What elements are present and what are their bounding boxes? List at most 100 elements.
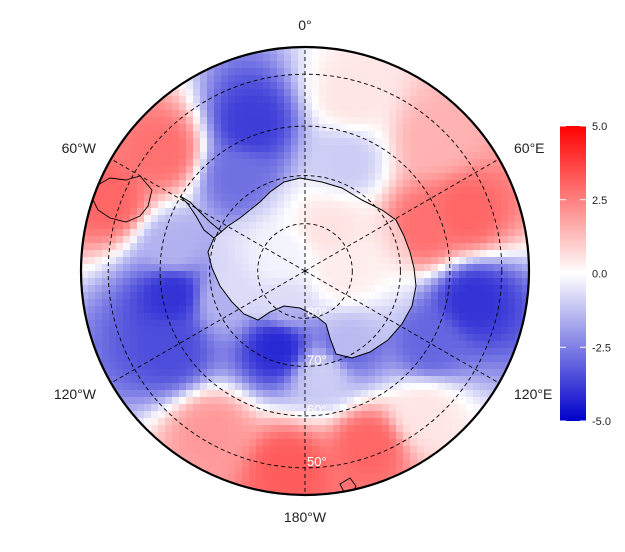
field-cell	[522, 327, 529, 335]
field-cell	[375, 362, 383, 370]
field-cell	[438, 152, 446, 160]
field-cell	[480, 271, 488, 279]
field-cell	[424, 390, 432, 398]
field-cell	[158, 418, 166, 426]
field-cell	[284, 61, 292, 69]
field-cell	[249, 467, 257, 475]
field-cell	[494, 257, 502, 265]
field-cell	[340, 467, 348, 475]
field-cell	[410, 89, 418, 97]
field-cell	[431, 292, 439, 300]
field-cell	[207, 320, 215, 328]
field-cell	[102, 320, 110, 328]
field-cell	[263, 439, 271, 447]
field-cell	[88, 278, 96, 286]
field-cell	[382, 439, 390, 447]
field-cell	[235, 47, 243, 55]
field-cell	[165, 313, 173, 321]
field-cell	[291, 61, 299, 69]
field-cell	[319, 131, 327, 139]
field-cell	[438, 145, 446, 153]
field-cell	[214, 362, 222, 370]
field-cell	[487, 243, 495, 251]
field-cell	[508, 278, 516, 286]
field-cell	[396, 376, 404, 384]
field-cell	[473, 404, 481, 412]
field-cell	[501, 250, 509, 258]
field-cell	[494, 341, 502, 349]
field-cell	[193, 89, 201, 97]
field-cell	[438, 187, 446, 195]
field-cell	[459, 313, 467, 321]
field-cell	[235, 208, 243, 216]
field-cell	[158, 201, 166, 209]
field-cell	[417, 131, 425, 139]
field-cell	[123, 299, 131, 307]
field-cell	[263, 362, 271, 370]
field-cell	[480, 348, 488, 356]
field-cell	[466, 201, 474, 209]
field-cell	[382, 376, 390, 384]
field-cell	[249, 166, 257, 174]
field-cell	[396, 404, 404, 412]
field-cell	[361, 68, 369, 76]
field-cell	[501, 362, 509, 370]
field-cell	[473, 250, 481, 258]
field-cell	[396, 348, 404, 356]
field-cell	[193, 397, 201, 405]
field-cell	[193, 243, 201, 251]
field-cell	[382, 208, 390, 216]
field-cell	[312, 404, 320, 412]
field-cell	[298, 75, 306, 83]
field-cell	[515, 313, 523, 321]
field-cell	[417, 418, 425, 426]
field-cell	[151, 285, 159, 293]
field-cell	[347, 453, 355, 461]
field-cell	[403, 432, 411, 440]
field-cell	[333, 432, 341, 440]
field-cell	[109, 236, 117, 244]
field-cell	[277, 145, 285, 153]
field-cell	[137, 166, 145, 174]
field-cell	[438, 180, 446, 188]
field-cell	[466, 390, 474, 398]
field-cell	[515, 299, 523, 307]
field-cell	[459, 320, 467, 328]
field-cell	[123, 327, 131, 335]
field-cell	[207, 159, 215, 167]
field-cell	[466, 404, 474, 412]
field-cell	[284, 124, 292, 132]
field-cell	[326, 404, 334, 412]
field-cell	[319, 383, 327, 391]
field-cell	[95, 201, 103, 209]
field-cell	[284, 432, 292, 440]
field-cell	[144, 271, 152, 279]
field-cell	[522, 285, 529, 293]
field-cell	[424, 152, 432, 160]
field-cell	[347, 110, 355, 118]
field-cell	[459, 264, 467, 272]
field-cell	[214, 138, 222, 146]
field-cell	[403, 96, 411, 104]
field-cell	[228, 376, 236, 384]
field-cell	[291, 124, 299, 132]
field-cell	[340, 425, 348, 433]
field-cell	[158, 194, 166, 202]
field-cell	[277, 103, 285, 111]
meridian-line	[304, 270, 500, 384]
field-cell	[396, 397, 404, 405]
field-cell	[137, 327, 145, 335]
field-cell	[172, 327, 180, 335]
latitude-circle	[159, 125, 451, 417]
field-cell	[158, 341, 166, 349]
field-cell	[389, 439, 397, 447]
field-cell	[123, 180, 131, 188]
field-cell	[494, 292, 502, 300]
field-cell	[109, 341, 117, 349]
field-cell	[207, 222, 215, 230]
field-cell	[158, 355, 166, 363]
field-cell	[102, 299, 110, 307]
field-cell	[242, 89, 250, 97]
field-cell	[151, 348, 159, 356]
field-cell	[368, 61, 376, 69]
